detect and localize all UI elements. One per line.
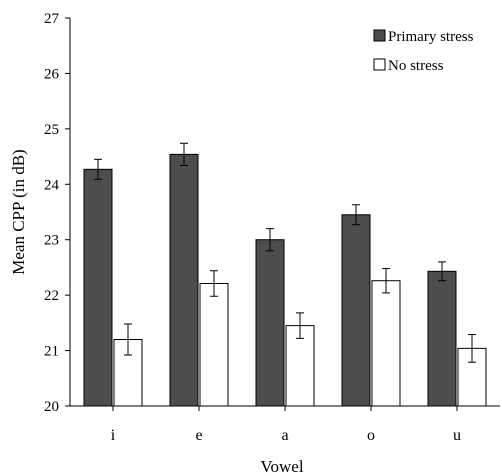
bar-primary-stress-a <box>255 239 285 407</box>
x-tick-label-o: o <box>367 427 375 444</box>
error-bar-no-stress-i <box>124 323 132 356</box>
y-tick-label-22: 22 <box>44 288 59 304</box>
x-axis-label: Vowel <box>260 457 303 476</box>
error-bar-primary-stress-e <box>180 142 188 166</box>
x-tick-label-e: e <box>195 427 202 444</box>
y-tick-label-24: 24 <box>44 177 60 193</box>
legend-swatch-primary-stress <box>373 29 386 42</box>
x-tick-label-a: a <box>281 427 288 444</box>
y-tick-label-27: 27 <box>44 11 60 27</box>
error-bar-primary-stress-u <box>438 261 446 282</box>
y-tick-label-26: 26 <box>44 66 60 82</box>
y-tick-label-20: 20 <box>44 399 59 415</box>
error-bar-primary-stress-o <box>352 204 360 226</box>
error-bar-no-stress-e <box>210 270 218 297</box>
legend-label-primary-stress: Primary stress <box>388 29 474 45</box>
x-tick-label-i: i <box>111 427 116 444</box>
bars-layer <box>83 153 487 407</box>
y-axis-label: Mean CPP (in dB) <box>9 149 28 274</box>
bar-primary-stress-u <box>427 270 457 407</box>
legend-label-no-stress: No stress <box>388 58 444 74</box>
error-bar-primary-stress-i <box>94 158 102 180</box>
legend-swatch-no-stress <box>373 58 386 71</box>
bar-no-stress-o <box>371 280 401 407</box>
axes-layer: i e a o u 20 21 22 23 24 25 26 27 <box>44 11 500 444</box>
error-bar-no-stress-a <box>296 312 304 339</box>
error-bar-no-stress-o <box>382 268 390 294</box>
y-tick-label-21: 21 <box>44 344 59 360</box>
bar-primary-stress-o <box>341 214 371 407</box>
legend: Primary stress No stress <box>373 29 474 74</box>
bar-primary-stress-i <box>83 168 113 407</box>
y-tick-label-23: 23 <box>44 233 59 249</box>
error-bars-layer <box>94 142 476 363</box>
error-bar-primary-stress-a <box>266 228 274 252</box>
bar-no-stress-a <box>285 325 315 407</box>
error-bar-no-stress-u <box>468 333 476 363</box>
x-tick-label-u: u <box>453 427 461 444</box>
y-tick-label-25: 25 <box>44 122 59 138</box>
bar-no-stress-e <box>199 283 229 407</box>
bar-primary-stress-e <box>169 153 199 407</box>
